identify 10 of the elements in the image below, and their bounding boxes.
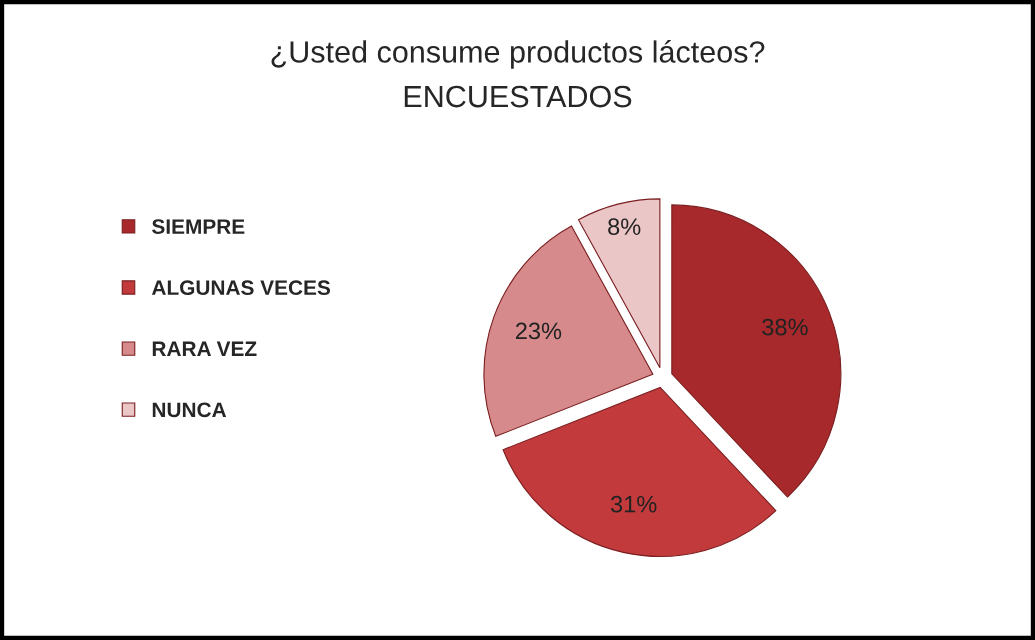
- legend-label: SIEMPRE: [152, 219, 245, 234]
- data-label: 38%: [762, 318, 808, 336]
- data-label: 23%: [515, 322, 562, 340]
- legend-label: NUNCA: [152, 402, 227, 418]
- data-label: 8%: [608, 218, 641, 236]
- chart-title: ¿Usted consume productos lácteos?: [271, 39, 765, 69]
- data-label: 31%: [610, 495, 657, 513]
- legend-label: RARA VEZ: [152, 341, 257, 356]
- chart-subtitle: ENCUESTADOS: [404, 85, 632, 108]
- legend-label: ALGUNAS VECES: [151, 280, 331, 296]
